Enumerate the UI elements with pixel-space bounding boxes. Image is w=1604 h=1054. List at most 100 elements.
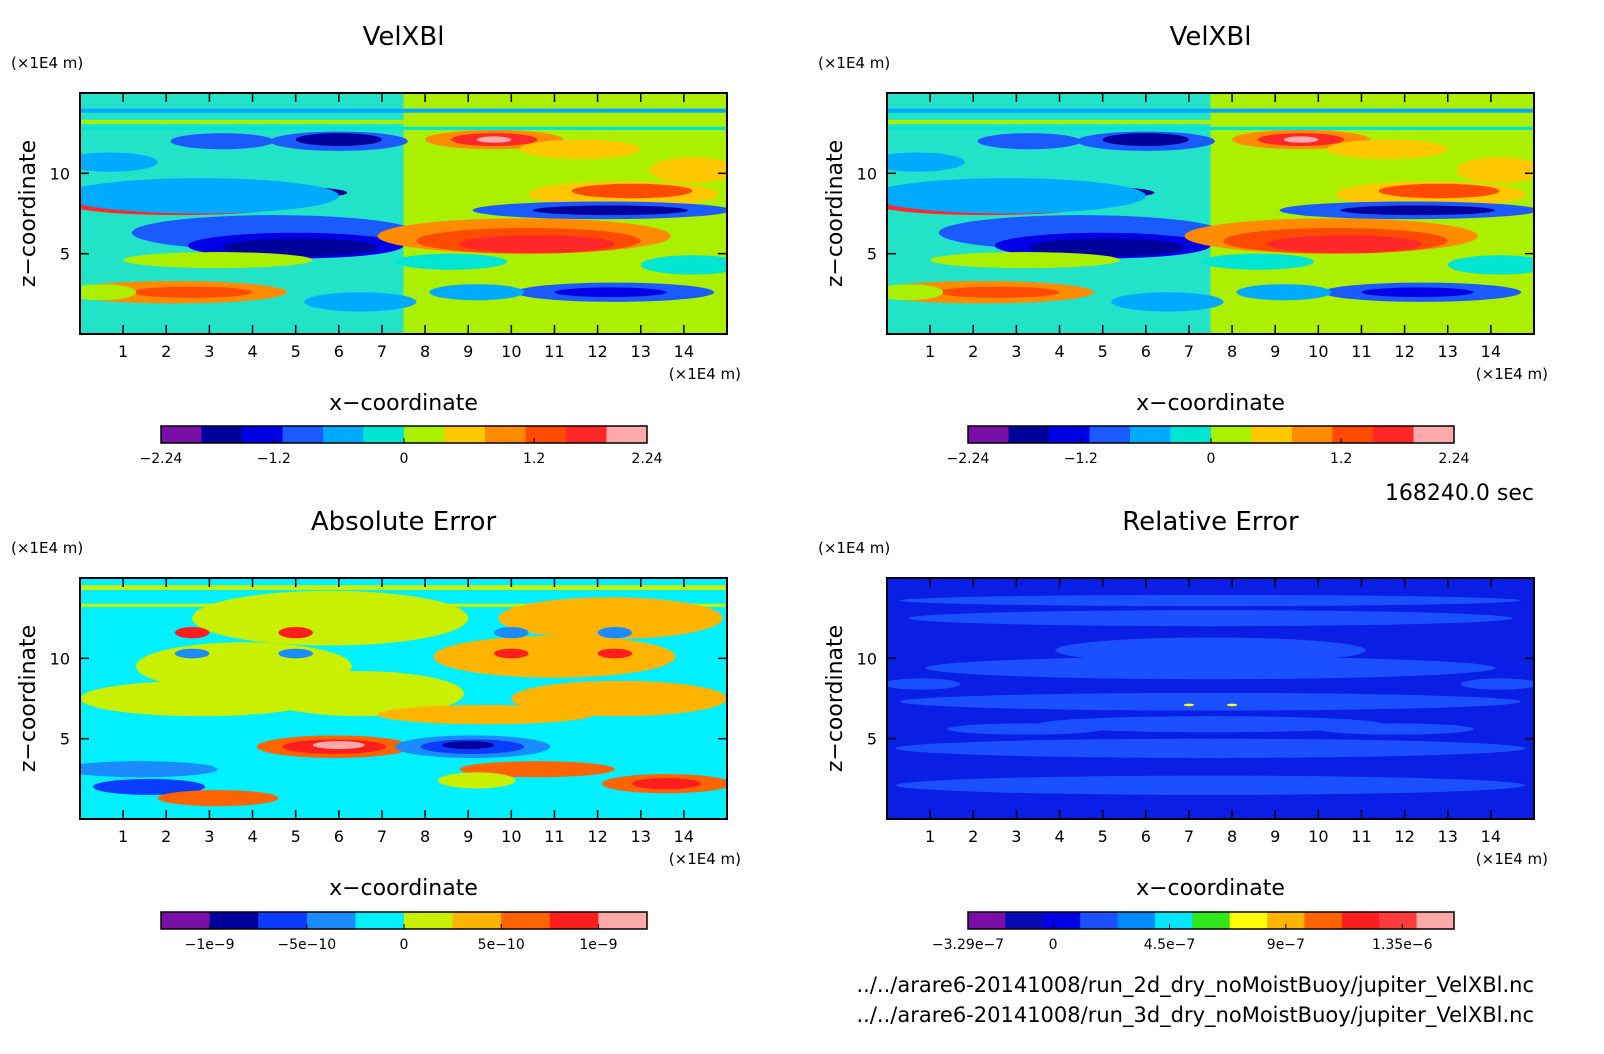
colorbar-swatch [1192,912,1231,929]
colorbar-swatch [606,426,648,443]
colorbar-swatch [161,426,202,443]
contour-region [157,790,279,807]
plot-frame [886,577,1535,820]
x-tick-label: 4 [1054,342,1064,361]
contour-region [1236,284,1332,301]
contour-region [438,772,516,789]
x-tick-label: 9 [463,342,473,361]
contour-region [394,253,508,270]
contour-band [80,119,727,124]
y-unit-label: (×1E4 m) [11,539,83,557]
colorbar-swatch [1170,426,1212,443]
file-path-label: ../../arare6-20141008/run_3d_dry_noMoist… [857,1003,1535,1028]
x-tick-label: 11 [1351,827,1371,846]
contour-region [1111,292,1224,312]
x-tick-label: 12 [587,827,607,846]
figure-annotations: 168240.0 sec ../../arare6-20141008/run_2d… [857,481,1535,1028]
contour-region [1029,238,1185,257]
contour-region [494,648,529,659]
colorbar-tick-label: 2.24 [631,451,662,467]
x-tick-label: 10 [501,342,521,361]
contour-region [887,178,1146,214]
contour-region [136,642,352,691]
colorbar: −3.29e−7 0 4.5e−7 9e−7 1.35e−6 [932,911,1455,953]
x-tick-label: 1 [925,342,935,361]
contour-region [938,286,1060,298]
x-tick-label: 8 [420,342,430,361]
contour-region [895,775,1526,795]
colorbar-tick-label: 0 [400,451,409,467]
x-tick-label: 6 [1141,827,1151,846]
contour-region [899,594,1522,607]
colorbar-tick-label: −3.29e−7 [932,937,1004,953]
colorbar-swatch [968,912,1006,929]
colorbar-swatch [323,426,364,443]
contour-region [80,761,219,778]
contour-region [649,157,727,183]
x-unit-label: (×1E4 m) [669,365,741,383]
y-axis-label: z−coordinate [823,140,848,287]
x-tick-label: 14 [1481,342,1501,361]
x-axis-label: x−coordinate [329,876,478,901]
contour-region [1456,157,1534,183]
colorbar-swatch [161,912,211,929]
x-tick-label: 5 [1098,827,1108,846]
y-unit-label: (×1E4 m) [818,54,890,72]
x-tick-label: 7 [377,342,387,361]
colorbar-swatch [1080,912,1119,929]
colorbar-swatch [404,426,445,443]
contour-field [80,578,727,819]
colorbar-tick-label: −2.24 [140,451,183,467]
colorbar-swatch [1413,426,1455,443]
time-label: 168240.0 sec [1385,481,1534,506]
colorbar-swatch [1117,912,1156,929]
x-tick-label: 10 [1308,827,1328,846]
x-tick-label: 7 [1184,827,1194,846]
x-tick-label: 11 [544,827,564,846]
contour-region [597,627,633,639]
x-tick-label: 13 [631,827,651,846]
colorbar-tick-label: 2.24 [1438,451,1469,467]
contour-region [80,152,158,172]
contour-region [977,133,1082,150]
colorbar-swatch [1229,912,1268,929]
contour-region [899,692,1522,711]
contour-band [887,119,1534,124]
contour-region [278,627,313,639]
y-unit-label: (×1E4 m) [818,539,890,557]
chart-title: VelXBl [363,22,445,52]
x-unit-label: (×1E4 m) [669,850,741,868]
contour-region [295,133,382,147]
colorbar-swatch [1416,912,1455,929]
y-axis-label: z−coordinate [823,625,848,772]
contour-band [80,126,727,130]
colorbar-swatch [444,426,486,443]
contour-region [887,678,961,690]
x-tick-label: 2 [161,827,171,846]
colorbar-swatch [201,426,243,443]
contour-region [459,235,615,253]
colorbar-swatch [1005,912,1044,929]
x-tick-label: 6 [334,827,344,846]
colorbar-swatch [1008,426,1050,443]
y-tick-label: 10 [50,649,70,668]
colorbar-swatch [1304,912,1343,929]
contour-region [571,183,693,199]
chart-title: Relative Error [1122,507,1299,537]
y-tick-label: 5 [867,730,877,749]
chart-title: VelXBl [1170,22,1252,52]
contour-region [1283,136,1319,143]
colorbar-tick-label: 1.35e−6 [1372,937,1433,953]
colorbar-tick-label: 0 [1207,451,1216,467]
x-tick-label: 6 [334,342,344,361]
colorbar-frame [967,911,1455,930]
x-unit-label: (×1E4 m) [1476,850,1548,868]
colorbar-swatch [1211,426,1252,443]
contour-region [429,284,525,301]
contour-region [192,590,469,646]
colorbar-swatch [452,912,502,929]
contour-region [131,286,253,298]
contour-region [1266,235,1422,253]
contour-field [887,93,1534,334]
